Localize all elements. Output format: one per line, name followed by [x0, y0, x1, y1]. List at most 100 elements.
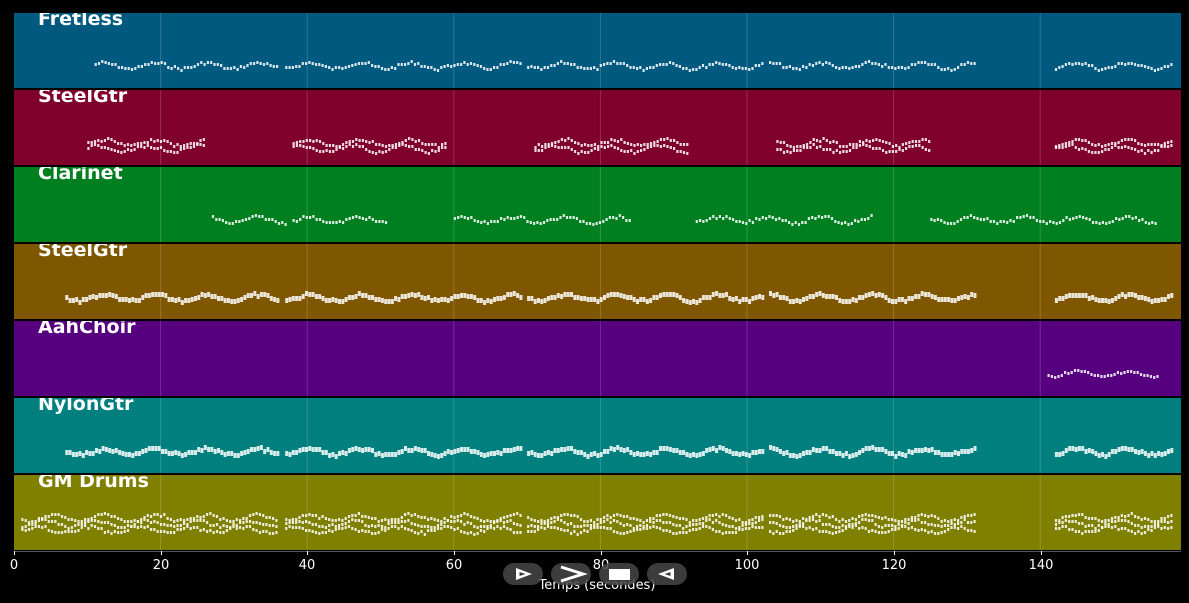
note	[137, 298, 141, 303]
note	[70, 518, 73, 521]
note	[177, 297, 181, 302]
note	[167, 297, 171, 302]
note	[170, 297, 174, 302]
track-lane-steelgtr-1[interactable]: SteelGtr	[14, 90, 1181, 165]
note	[1042, 220, 1045, 223]
track-lane-fretless[interactable]: Fretless	[14, 13, 1181, 88]
note	[566, 529, 569, 532]
note	[537, 453, 540, 458]
note	[1097, 519, 1100, 522]
note	[665, 446, 669, 451]
note	[199, 519, 202, 522]
note	[506, 62, 509, 65]
note	[1134, 139, 1137, 142]
note	[1058, 521, 1061, 524]
note	[364, 62, 367, 65]
note	[460, 63, 463, 66]
note	[136, 142, 139, 145]
note	[77, 523, 80, 526]
note	[918, 140, 921, 143]
note	[180, 300, 184, 305]
note	[761, 216, 764, 219]
note	[530, 296, 534, 301]
note	[496, 520, 499, 523]
note	[629, 450, 633, 455]
note	[321, 64, 324, 67]
track-lane-steelgtr-2[interactable]: SteelGtr	[14, 244, 1181, 319]
note	[811, 515, 815, 518]
note	[288, 297, 292, 302]
note	[235, 220, 238, 223]
note	[738, 528, 741, 531]
note	[943, 297, 947, 302]
note	[1127, 62, 1130, 65]
note	[659, 145, 662, 148]
note	[842, 145, 845, 148]
note	[861, 518, 864, 521]
note	[1134, 148, 1137, 151]
note	[1061, 516, 1064, 519]
note	[154, 292, 158, 297]
track-lane-aahchoir[interactable]: AahChoir	[14, 321, 1181, 396]
note	[218, 218, 221, 221]
note	[114, 63, 117, 66]
note	[698, 518, 701, 521]
note	[822, 137, 825, 140]
note	[225, 529, 228, 532]
note	[603, 520, 606, 523]
note	[206, 521, 209, 524]
track-name: SteelGtr	[38, 90, 128, 107]
track-lane-clarinet[interactable]: Clarinet	[14, 167, 1181, 242]
note	[121, 297, 125, 302]
note	[1104, 298, 1108, 303]
note	[563, 513, 566, 516]
note	[398, 142, 401, 145]
note	[940, 297, 944, 302]
note	[585, 222, 588, 225]
note	[527, 516, 530, 519]
note	[963, 527, 966, 530]
play-button[interactable]	[503, 563, 543, 585]
note	[285, 298, 289, 303]
note	[1150, 451, 1154, 456]
note	[679, 143, 682, 146]
note	[276, 298, 280, 303]
rewind-button[interactable]	[647, 563, 687, 585]
note	[1143, 152, 1147, 155]
note	[101, 293, 105, 298]
note	[351, 518, 354, 521]
note	[275, 525, 278, 528]
note	[1074, 138, 1077, 141]
note	[351, 447, 355, 452]
stop-button[interactable]	[599, 563, 639, 585]
note	[140, 518, 143, 521]
note	[90, 144, 93, 147]
note	[473, 63, 476, 66]
note	[649, 66, 652, 69]
note	[298, 520, 301, 523]
note	[668, 514, 672, 517]
note	[1167, 449, 1170, 454]
note	[516, 61, 519, 64]
note	[1114, 142, 1117, 145]
note	[940, 219, 943, 222]
note	[97, 527, 100, 530]
note	[324, 450, 328, 455]
track-lane-gm-drums[interactable]: GM Drums	[14, 475, 1181, 550]
note	[573, 63, 576, 66]
note	[200, 448, 204, 453]
note	[622, 448, 626, 453]
note	[433, 453, 437, 458]
forward-button[interactable]	[551, 563, 591, 585]
note	[1104, 67, 1107, 70]
note	[852, 143, 855, 146]
note	[394, 67, 397, 70]
note	[652, 525, 655, 528]
note	[450, 520, 453, 523]
note	[808, 294, 812, 299]
note	[436, 527, 440, 530]
track-lane-nylongtr[interactable]: NylonGtr	[14, 398, 1181, 473]
note	[1058, 221, 1062, 224]
note	[222, 517, 225, 520]
note	[1143, 525, 1147, 528]
